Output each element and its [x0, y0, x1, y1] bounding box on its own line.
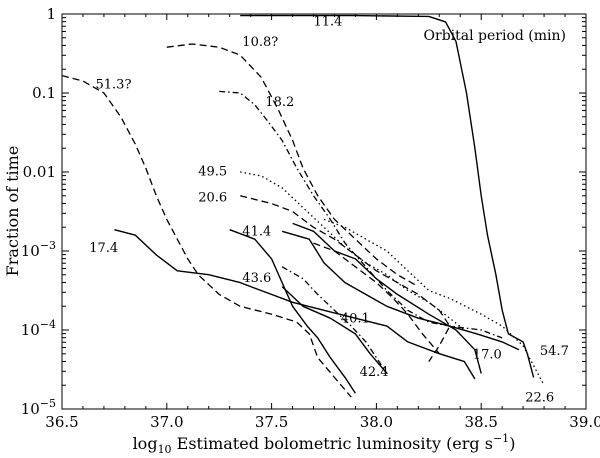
series-line-20-6: [240, 195, 451, 362]
series-label-11-4: 11.4: [314, 14, 343, 29]
series-label-41-4: 41.4: [242, 225, 271, 240]
series-line-41-4: [229, 229, 356, 394]
series-label-40-1: 40.1: [341, 311, 370, 326]
y-tick-label: 0.01: [23, 163, 56, 181]
series-label-43-6: 43.6: [242, 271, 271, 286]
series-line-42-4: [281, 266, 388, 374]
series-label-51-3: 51.3?: [96, 78, 132, 93]
series-label-42-4: 42.4: [360, 365, 389, 380]
series-labels: 11.4 54.7 41.4 43.6 17.4 17.0 10.8? 51.3? 20.6 40…: [89, 14, 569, 405]
series-line-54-7: [281, 230, 520, 351]
y-axis-title: Fraction of time: [3, 146, 22, 277]
y-tick-label: 10−3: [21, 239, 56, 260]
series-line-17-0: [292, 222, 482, 374]
y-tick-label: 1: [46, 5, 56, 23]
series-label-54-7: 54.7: [540, 344, 569, 359]
y-tick-label: 10−4: [21, 318, 56, 339]
legend-title: Orbital period (min): [424, 28, 566, 44]
series-label-22-6: 22.6: [525, 390, 554, 405]
series-line-51-3: [62, 74, 352, 398]
series-layer: [62, 14, 545, 398]
series-line-22-6: [323, 218, 545, 386]
series-line-49-5: [240, 171, 465, 331]
series-line-18-2: [219, 90, 503, 339]
series-label-17-0: 17.0: [473, 348, 502, 363]
series-line-43-6: [281, 286, 388, 374]
x-tick-label: 37.5: [255, 413, 288, 431]
series-label-18-2: 18.2: [265, 95, 294, 110]
x-tick-label: 37.0: [150, 413, 183, 431]
plot-frame: [61, 13, 587, 410]
axis-ticks: 36.5 37.0 37.5 38.0 38.5 39.0 1 0.1 0.01 10−3 10−4…: [21, 5, 600, 431]
series-label-17-4: 17.4: [89, 241, 118, 256]
series-label-20-6: 20.6: [198, 191, 227, 206]
x-axis-title: log10 Estimated bolometric luminosity (e…: [133, 432, 516, 456]
x-tick-label: 38.0: [360, 413, 393, 431]
series-label-10-8: 10.8?: [242, 35, 278, 50]
series-line-40-1: [313, 242, 440, 355]
x-tick-label: 38.5: [464, 413, 497, 431]
y-tick-label: 10−5: [21, 397, 56, 418]
series-line-10-8: [166, 43, 419, 288]
x-tick-label: 39.0: [569, 413, 600, 431]
series-line-11-4: [240, 14, 535, 378]
series-label-49-5: 49.5: [198, 164, 227, 179]
series-line-17-4: [114, 229, 476, 380]
x-tick-label: 36.5: [45, 413, 78, 431]
y-tick-label: 0.1: [32, 84, 56, 102]
